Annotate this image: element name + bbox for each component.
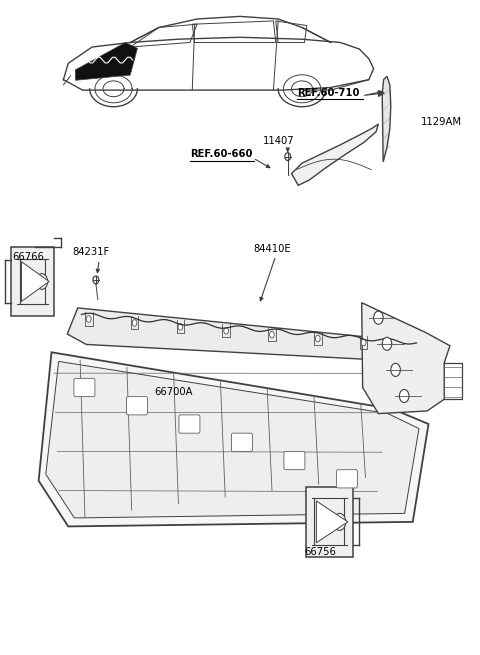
Polygon shape [75,43,137,81]
Circle shape [36,274,48,290]
Circle shape [361,339,366,346]
Polygon shape [306,487,353,557]
Text: 84410E: 84410E [253,244,291,254]
FancyBboxPatch shape [231,433,252,451]
Circle shape [333,514,346,531]
Text: 66756: 66756 [304,547,336,557]
Text: REF.60-710: REF.60-710 [297,88,360,98]
Text: 66700A: 66700A [154,387,192,398]
Circle shape [178,324,183,330]
Circle shape [399,390,409,403]
Circle shape [224,328,228,334]
Polygon shape [67,308,419,362]
Text: 66766: 66766 [12,252,44,261]
Circle shape [373,311,383,324]
Text: 11407: 11407 [263,136,295,146]
Circle shape [285,153,290,160]
Polygon shape [291,124,378,185]
FancyBboxPatch shape [74,379,95,397]
FancyBboxPatch shape [126,397,147,415]
Circle shape [382,337,392,350]
Circle shape [391,364,400,377]
FancyBboxPatch shape [336,470,358,488]
FancyBboxPatch shape [284,451,305,470]
Polygon shape [38,352,429,527]
Polygon shape [362,303,450,413]
FancyBboxPatch shape [179,415,200,433]
Polygon shape [11,248,54,316]
Circle shape [315,335,320,342]
Polygon shape [46,362,419,518]
Circle shape [270,331,275,338]
Circle shape [132,320,137,326]
Polygon shape [382,77,391,162]
Circle shape [86,316,91,322]
Text: 1129AM: 1129AM [421,117,462,126]
Text: 84231F: 84231F [72,247,109,257]
Circle shape [93,276,99,284]
Polygon shape [316,501,348,543]
Text: REF.60-660: REF.60-660 [190,149,252,159]
Polygon shape [22,261,49,301]
